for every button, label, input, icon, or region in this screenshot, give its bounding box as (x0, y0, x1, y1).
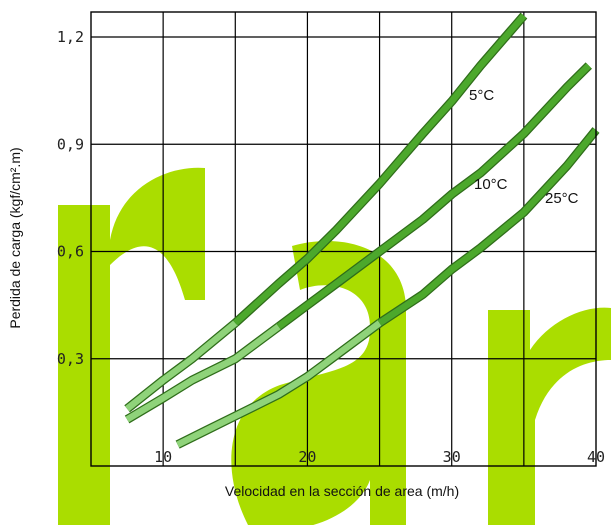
y-tick-label: 0,9 (57, 135, 84, 153)
grid (91, 12, 596, 466)
x-axis: 10 20 30 40 (154, 448, 605, 466)
series-2 (175, 127, 600, 449)
y-tick-label: 0,3 (57, 350, 84, 368)
series-1 (124, 62, 592, 424)
series-line-dark (233, 13, 527, 326)
series-label: 5°C (469, 87, 494, 104)
series-line-dark (377, 127, 599, 326)
y-axis: 0,3 0,6 0,9 1,2 (57, 28, 84, 368)
y-tick-label: 0,6 (57, 243, 84, 261)
curves (124, 12, 600, 449)
series-line-light (125, 323, 281, 423)
legend: 5°C 10°C 25°C (469, 87, 579, 207)
series-line-light (125, 320, 238, 412)
series-0 (124, 12, 528, 413)
y-tick-label: 1,2 (57, 28, 84, 46)
series-label: 25°C (545, 190, 579, 207)
x-tick-label: 40 (587, 448, 605, 466)
y-axis-label: Perdida de carga (kgf/cm².m) (7, 147, 23, 328)
watermark-logo (58, 167, 611, 525)
series-label: 10°C (474, 176, 508, 193)
series-line-light (176, 320, 382, 448)
x-tick-label: 30 (443, 448, 461, 466)
x-axis-label: Velocidad en la sección de area (m/h) (225, 483, 459, 499)
plot-frame (90, 11, 597, 467)
x-tick-label: 20 (298, 448, 316, 466)
x-tick-label: 10 (154, 448, 172, 466)
series-line-dark (276, 63, 592, 330)
